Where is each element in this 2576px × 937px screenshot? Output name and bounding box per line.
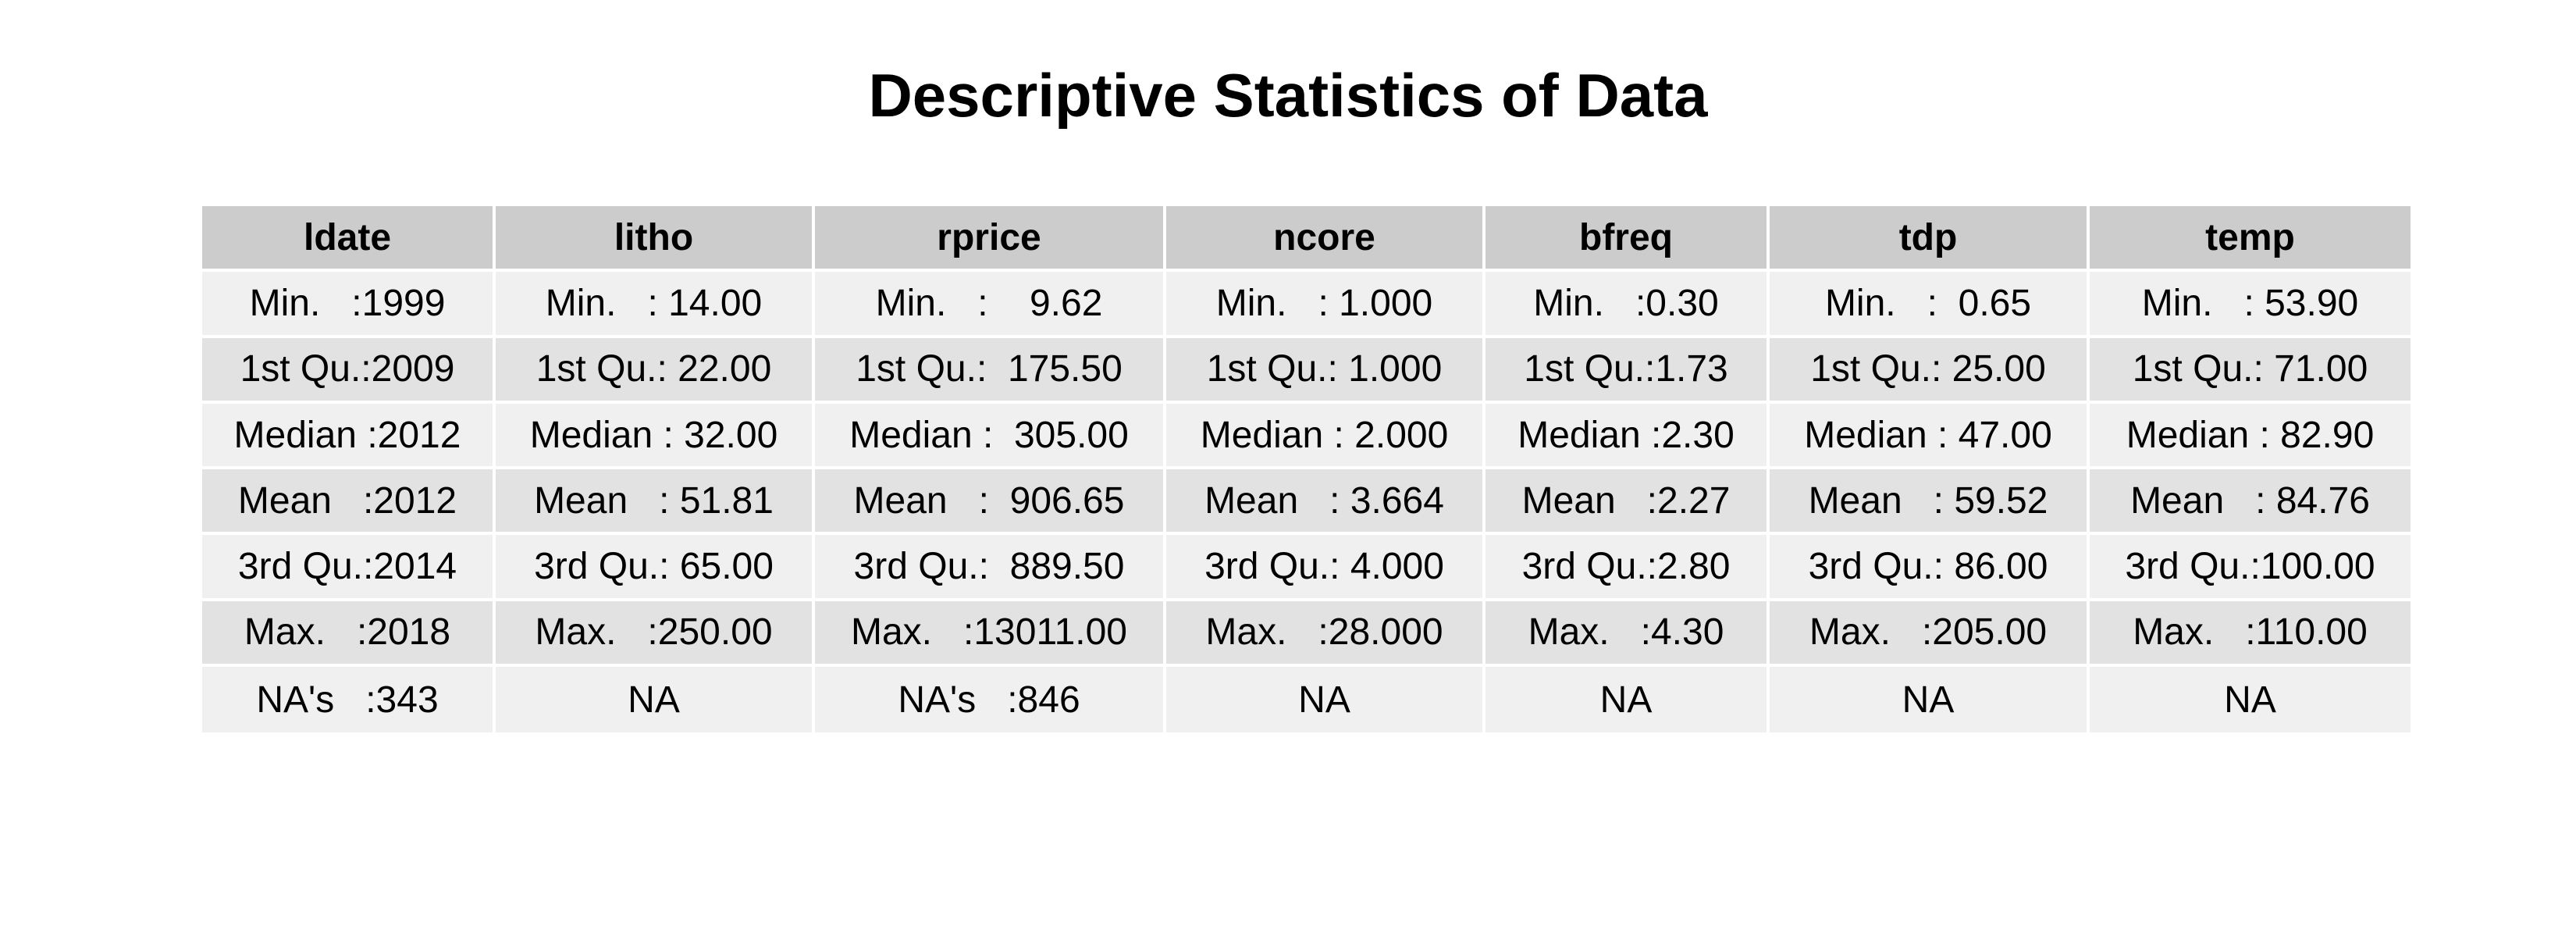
column-header-rprice: rprice bbox=[815, 206, 1166, 273]
table-cell-tdp: Max. :205.00 bbox=[1770, 600, 2090, 668]
table-cell-tdp: Min. : 0.65 bbox=[1770, 272, 2090, 338]
table-cell-temp: NA bbox=[2090, 667, 2411, 733]
table-title: Descriptive Statistics of Data bbox=[868, 61, 1708, 130]
table-cell-bfreq: Min. :0.30 bbox=[1485, 272, 1770, 338]
table-cell-bfreq: Mean :2.27 bbox=[1485, 469, 1770, 536]
table-cell-litho: Median : 32.00 bbox=[496, 403, 815, 470]
column-header-tdp: tdp bbox=[1770, 206, 2090, 273]
table-cell-ldate: 3rd Qu.:2014 bbox=[202, 535, 496, 601]
table-cell-bfreq: Max. :4.30 bbox=[1485, 600, 1770, 668]
table-cell-temp: Max. :110.00 bbox=[2090, 600, 2411, 668]
column-header-ldate: ldate bbox=[202, 206, 496, 273]
table-cell-temp: Mean : 84.76 bbox=[2090, 469, 2411, 536]
table-cell-rprice: 3rd Qu.: 889.50 bbox=[815, 535, 1166, 601]
table-cell-litho: 3rd Qu.: 65.00 bbox=[496, 535, 815, 601]
table-row: 1st Qu.:2009 1st Qu.: 22.00 1st Qu.: 175.5… bbox=[202, 337, 2411, 404]
table-cell-litho: Mean : 51.81 bbox=[496, 469, 815, 536]
table-cell-bfreq: Median :2.30 bbox=[1485, 403, 1770, 470]
table-body: Min. :1999 Min. : 14.00 Min. : 9.62 Min. : … bbox=[202, 272, 2411, 733]
table-cell-ldate: 1st Qu.:2009 bbox=[202, 337, 496, 404]
column-header-litho: litho bbox=[496, 206, 815, 273]
table-cell-temp: Min. : 53.90 bbox=[2090, 272, 2411, 338]
table-cell-ncore: 3rd Qu.: 4.000 bbox=[1166, 535, 1485, 601]
table-cell-ncore: NA bbox=[1166, 667, 1485, 733]
table-cell-bfreq: 3rd Qu.:2.80 bbox=[1485, 535, 1770, 601]
table-row: Median :2012 Median : 32.00 Median : 305.0… bbox=[202, 403, 2411, 470]
column-header-temp: temp bbox=[2090, 206, 2411, 273]
table-cell-litho: NA bbox=[496, 667, 815, 733]
table-cell-ldate: Mean :2012 bbox=[202, 469, 496, 536]
table-cell-temp: 3rd Qu.:100.00 bbox=[2090, 535, 2411, 601]
table-cell-litho: 1st Qu.: 22.00 bbox=[496, 337, 815, 404]
table-cell-ldate: Max. :2018 bbox=[202, 600, 496, 668]
table-row: Min. :1999 Min. : 14.00 Min. : 9.62 Min. : … bbox=[202, 272, 2411, 338]
table-cell-temp: Median : 82.90 bbox=[2090, 403, 2411, 470]
table-cell-rprice: Mean : 906.65 bbox=[815, 469, 1166, 536]
table-cell-bfreq: 1st Qu.:1.73 bbox=[1485, 337, 1770, 404]
table-cell-ldate: Min. :1999 bbox=[202, 272, 496, 338]
table-cell-rprice: Max. :13011.00 bbox=[815, 600, 1166, 668]
table-cell-ncore: Mean : 3.664 bbox=[1166, 469, 1485, 536]
table-header: ldate litho rprice ncore bfreq tdp temp bbox=[202, 206, 2411, 273]
descriptive-statistics-table: ldate litho rprice ncore bfreq tdp temp Min. :… bbox=[202, 206, 2411, 733]
column-header-bfreq: bfreq bbox=[1485, 206, 1770, 273]
table-cell-ldate: NA's :343 bbox=[202, 667, 496, 733]
table-cell-rprice: 1st Qu.: 175.50 bbox=[815, 337, 1166, 404]
table-row: 3rd Qu.:2014 3rd Qu.: 65.00 3rd Qu.: 889.5… bbox=[202, 535, 2411, 601]
table-cell-rprice: NA's :846 bbox=[815, 667, 1166, 733]
table-cell-ncore: Min. : 1.000 bbox=[1166, 272, 1485, 338]
table-cell-rprice: Median : 305.00 bbox=[815, 403, 1166, 470]
table-cell-ncore: Max. :28.000 bbox=[1166, 600, 1485, 668]
table-cell-tdp: Median : 47.00 bbox=[1770, 403, 2090, 470]
table-row: NA's :343 NA NA's :846 NA NA NA NA bbox=[202, 667, 2411, 733]
table-row: Max. :2018 Max. :250.00 Max. :13011.00 Max.… bbox=[202, 600, 2411, 668]
table-cell-tdp: 1st Qu.: 25.00 bbox=[1770, 337, 2090, 404]
table-cell-litho: Max. :250.00 bbox=[496, 600, 815, 668]
table-row: Mean :2012 Mean : 51.81 Mean : 906.65 Mean … bbox=[202, 469, 2411, 536]
table-cell-temp: 1st Qu.: 71.00 bbox=[2090, 337, 2411, 404]
header-row: ldate litho rprice ncore bfreq tdp temp bbox=[202, 206, 2411, 273]
table-cell-litho: Min. : 14.00 bbox=[496, 272, 815, 338]
table-cell-tdp: 3rd Qu.: 86.00 bbox=[1770, 535, 2090, 601]
table-cell-tdp: NA bbox=[1770, 667, 2090, 733]
column-header-ncore: ncore bbox=[1166, 206, 1485, 273]
table-cell-ldate: Median :2012 bbox=[202, 403, 496, 470]
table-cell-tdp: Mean : 59.52 bbox=[1770, 469, 2090, 536]
table-cell-ncore: Median : 2.000 bbox=[1166, 403, 1485, 470]
table-cell-bfreq: NA bbox=[1485, 667, 1770, 733]
table-cell-rprice: Min. : 9.62 bbox=[815, 272, 1166, 338]
table-cell-ncore: 1st Qu.: 1.000 bbox=[1166, 337, 1485, 404]
